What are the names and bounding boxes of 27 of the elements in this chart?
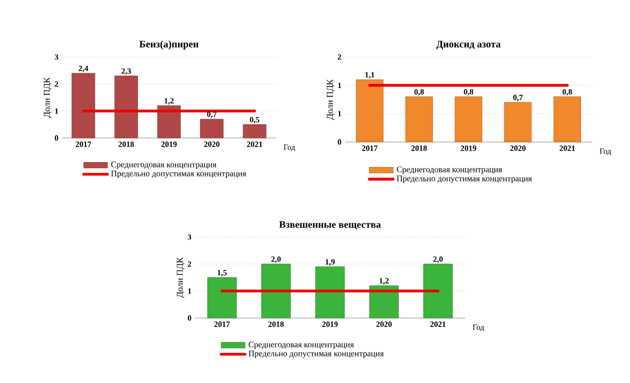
bar bbox=[454, 96, 482, 142]
y-axis-title: Доли ПДК bbox=[176, 257, 185, 298]
bar bbox=[207, 277, 237, 318]
bar bbox=[554, 96, 582, 142]
bar bbox=[114, 76, 138, 138]
chart-title: Бенз(а)пирен bbox=[139, 40, 199, 50]
bar bbox=[261, 264, 291, 318]
bar bbox=[504, 102, 532, 142]
bar bbox=[423, 264, 453, 318]
chart-title: Взвешенные вещества bbox=[279, 221, 381, 230]
legend-label: Предельно допустимая концентрация bbox=[111, 170, 246, 178]
chart-title: Диоксид азота bbox=[436, 40, 501, 50]
y-axis-title: Доли ПДК bbox=[44, 77, 52, 118]
bar bbox=[315, 266, 345, 318]
legend-label: Среднегодовая концентрация bbox=[396, 166, 502, 174]
legend-label: Предельно допустимая концентрация bbox=[248, 350, 384, 358]
bar bbox=[356, 79, 384, 142]
bar bbox=[72, 72, 96, 138]
y-axis-title: Доли ПДК bbox=[326, 79, 335, 120]
bar bbox=[157, 105, 181, 138]
bar bbox=[200, 118, 224, 138]
legend-label: Среднегодовая концентрация bbox=[111, 162, 216, 170]
bar bbox=[369, 285, 399, 318]
bar bbox=[405, 96, 433, 142]
legend-label: Среднегодовая концентрация bbox=[248, 342, 354, 350]
legend-label: Предельно допустимая концентрация bbox=[396, 176, 532, 184]
bar bbox=[242, 124, 266, 138]
